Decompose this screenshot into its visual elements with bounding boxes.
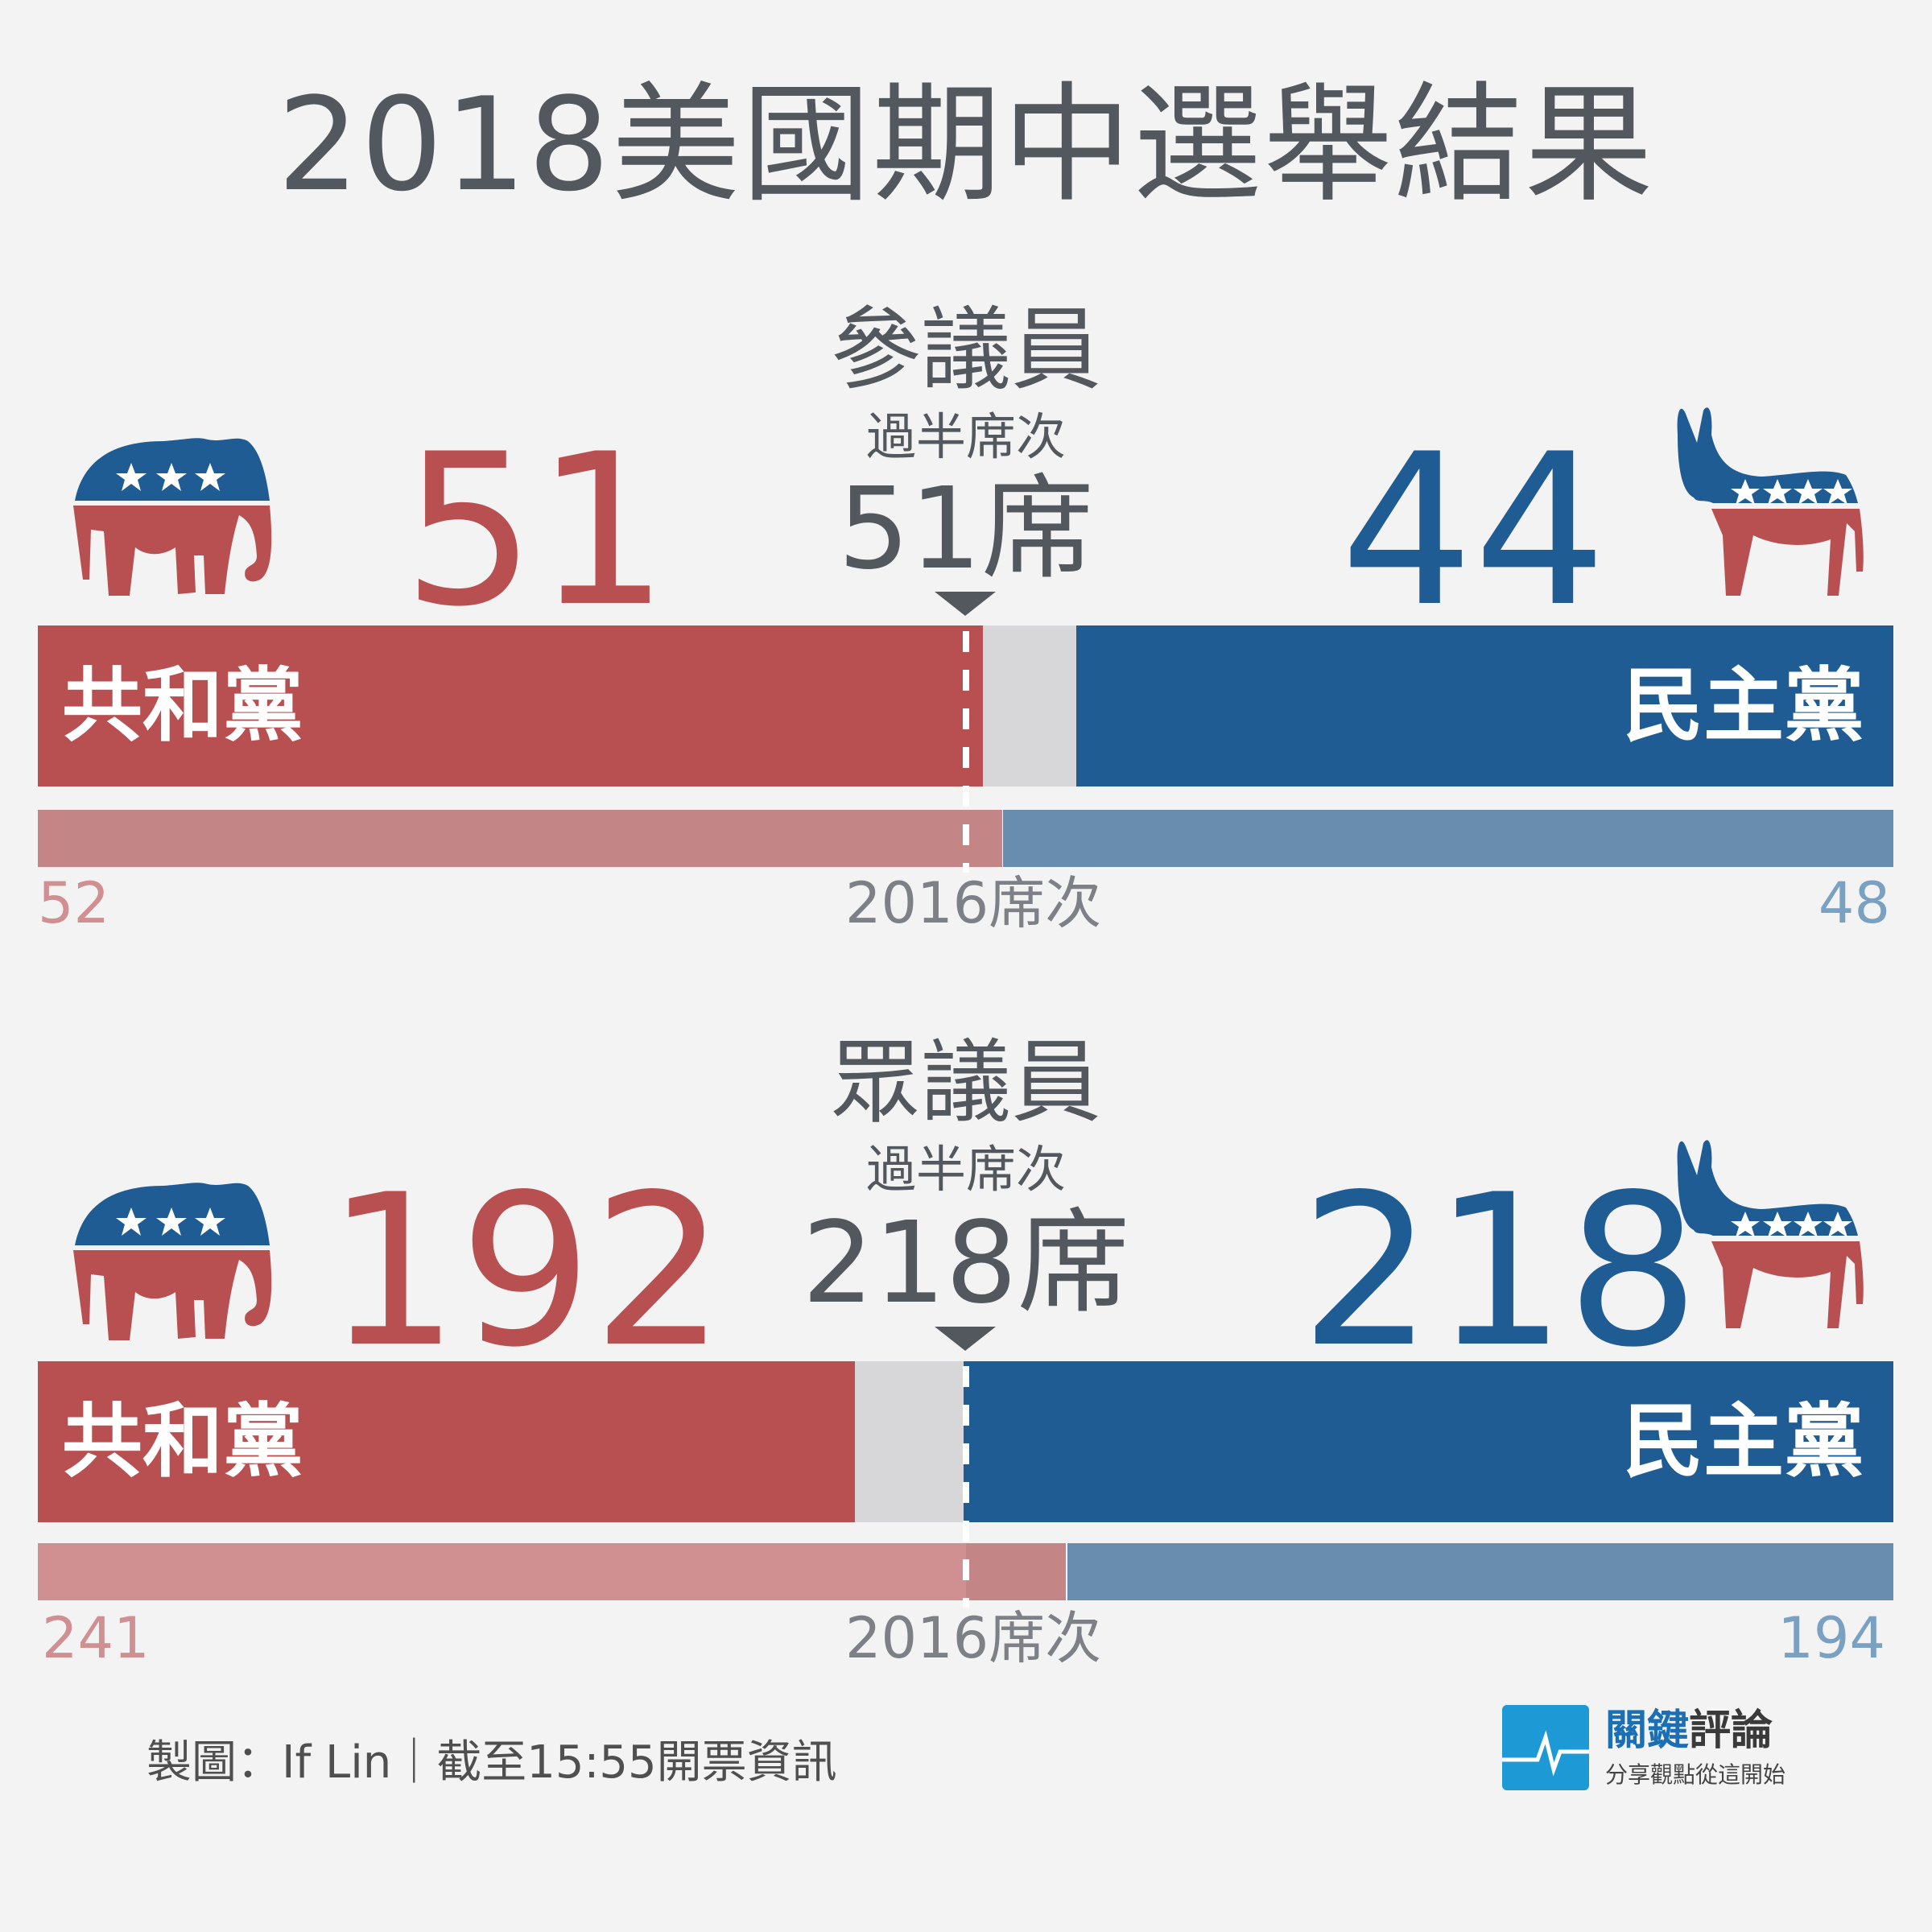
footer-credit: 製圖：If Lin｜截至15:55開票資訊 xyxy=(147,1736,837,1789)
senate-majority-label: 過半席次 xyxy=(865,407,1066,466)
senate-democrat-seats: 44 xyxy=(1340,410,1607,653)
logo-subtitle: 分享觀點從這開始 xyxy=(1605,1761,1786,1788)
house-2018-bar: 共和黨 民主黨 xyxy=(38,1361,1893,1522)
senate-republican-segment xyxy=(38,625,983,786)
senate-democrat-2016-seats: 48 xyxy=(1818,870,1890,936)
house-title: 眾議員 xyxy=(831,1030,1101,1135)
house-democrat-seats: 218 xyxy=(1300,1150,1700,1393)
house-majority-value: 218席 xyxy=(802,1198,1130,1329)
house-democrat-label: 民主黨 xyxy=(1623,1394,1864,1488)
senate-majority-dashed-line xyxy=(963,631,969,873)
senate-democrat-label: 民主黨 xyxy=(1623,658,1864,753)
senate-republican-2016-seats: 52 xyxy=(38,870,110,936)
logo-pulse-icon xyxy=(1502,1705,1589,1790)
republican-elephant-icon xyxy=(67,1179,278,1350)
senate-2016-label: 2016席次 xyxy=(845,870,1102,936)
house-democrat-2016-seats: 194 xyxy=(1777,1605,1885,1671)
page-title: 2018美國期中選舉結果 xyxy=(277,69,1655,220)
senate-2016-democrat-segment xyxy=(1003,810,1893,867)
senate-democrat-segment xyxy=(1076,625,1893,786)
house-republican-segment xyxy=(38,1361,855,1522)
republican-elephant-icon xyxy=(67,435,278,605)
house-2016-label: 2016席次 xyxy=(845,1605,1102,1671)
logo-title: 關鍵評論 xyxy=(1605,1707,1773,1755)
senate-undecided-segment xyxy=(983,625,1076,786)
house-2016-bar xyxy=(38,1543,1893,1600)
logo-title-dark: 評論 xyxy=(1689,1707,1773,1755)
senate-republican-label: 共和黨 xyxy=(62,658,303,753)
senate-2018-bar: 共和黨 民主黨 xyxy=(38,625,1893,786)
house-republican-label: 共和黨 xyxy=(62,1394,303,1488)
senate-2016-bar xyxy=(38,810,1893,867)
house-undecided-segment xyxy=(855,1361,964,1522)
house-majority-dashed-line xyxy=(963,1366,969,1608)
house-republican-seats: 192 xyxy=(326,1150,726,1393)
house-2016-democrat-segment xyxy=(1067,1543,1893,1600)
senate-majority-marker-icon xyxy=(935,592,996,616)
senate-majority-value: 51席 xyxy=(837,464,1095,595)
house-republican-2016-seats: 241 xyxy=(42,1605,150,1671)
house-majority-marker-icon xyxy=(935,1327,996,1351)
logo-title-blue: 關鍵 xyxy=(1605,1707,1690,1755)
senate-republican-seats: 51 xyxy=(402,410,669,653)
house-2016-republican-segment-above-majority xyxy=(966,1543,1066,1600)
democrat-donkey-icon xyxy=(1673,1135,1866,1332)
senate-2016-republican-segment xyxy=(38,810,1002,867)
house-2016-republican-segment-below-majority xyxy=(38,1543,966,1600)
senate-title: 參議員 xyxy=(831,298,1101,402)
democrat-donkey-icon xyxy=(1673,402,1866,600)
house-majority-label: 過半席次 xyxy=(865,1140,1066,1199)
house-democrat-segment xyxy=(964,1361,1893,1522)
